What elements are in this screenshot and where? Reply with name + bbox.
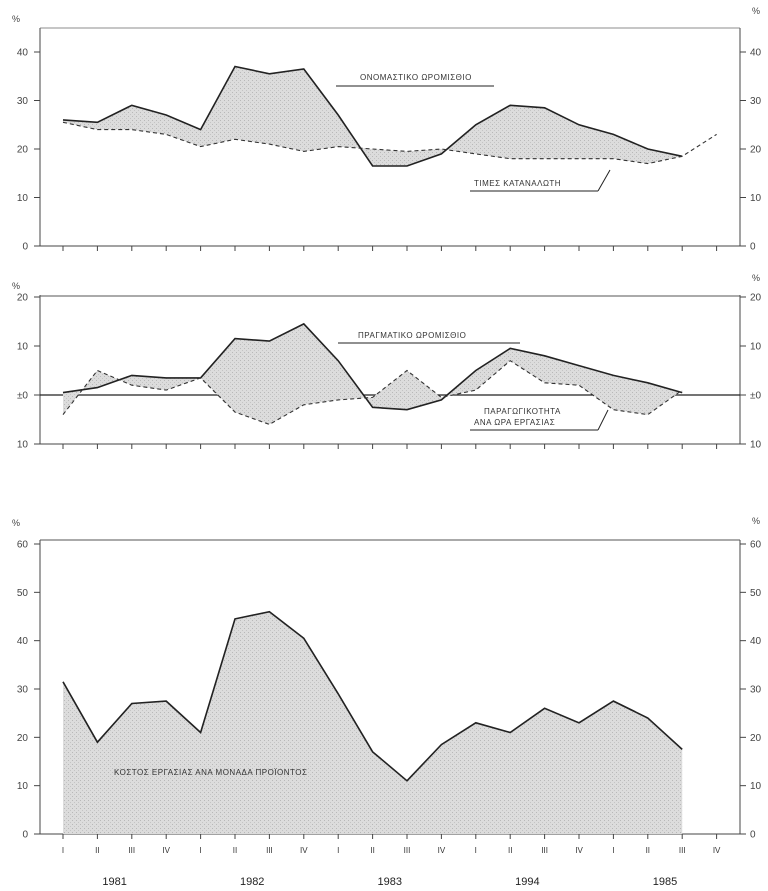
quarter-label: III [404, 846, 411, 855]
nominal-wage-vs-consumer-prices-chart: % % 0 0 10 10 20 20 30 30 40 40 ΟΝΟΜΑΣΤΙΚΟ ΩΡΟΜΙΣ… [12, 6, 762, 253]
panel3-ytick-label-right: 40 [750, 636, 762, 647]
panel2-ytick-label-right: 10 [750, 342, 762, 353]
panel3-ytick-label: 0 [22, 830, 28, 841]
quarter-label: I [62, 846, 64, 855]
annotation-consumer-prices: ΤΙΜΕΣ ΚΑΤΑΝΑΛΩΤΗ [474, 179, 561, 188]
quarter-label: II [233, 846, 237, 855]
quarter-label: III [679, 846, 686, 855]
panel3-ytick-label: 30 [17, 685, 29, 696]
quarter-label: II [370, 846, 374, 855]
panel3-area-fill [63, 611, 683, 834]
panel1-ytick-label-right: 0 [750, 242, 756, 253]
panel3-ytick-label-right: 20 [750, 733, 762, 744]
panel2-gap-fill [63, 323, 683, 425]
quarter-label: IV [438, 846, 446, 855]
panel2-right-unit: % [752, 273, 760, 283]
year-label: 1981 [102, 876, 126, 888]
quarter-label: I [475, 846, 477, 855]
panel1-ytick-label-right: 30 [750, 96, 762, 107]
series-line-nominal-hourly-wage [62, 65, 683, 167]
year-label: 1983 [378, 876, 402, 888]
panel3-right-unit: % [752, 516, 760, 526]
series-line-real-hourly-wage [62, 322, 683, 411]
panel1-ytick-label: 20 [17, 145, 29, 156]
panel2-ytick-label-right: 20 [750, 293, 762, 304]
series-line-unit-labour-cost [62, 610, 683, 782]
panel3-ytick-label-right: 30 [750, 685, 762, 696]
panel1-ytick-label: 0 [22, 242, 28, 253]
annotation-productivity-arrow [597, 409, 609, 431]
panel3-ytick-label-right: 0 [750, 830, 756, 841]
panel2-ytick-label: 20 [17, 293, 29, 304]
panel1-ytick-label-right: 10 [750, 193, 762, 204]
year-label: 1985 [653, 876, 677, 888]
panel3-ytick-label: 20 [17, 733, 29, 744]
panel2-left-unit: % [12, 281, 20, 291]
annotation-productivity-line2: ΑΝΑ ΩΡΑ ΕΡΓΑΣΙΑΣ [474, 418, 555, 427]
quarter-label: II [95, 846, 99, 855]
quarter-label: I [337, 846, 339, 855]
panel3-ytick-label-right: 10 [750, 781, 762, 792]
quarter-label: I [199, 846, 201, 855]
panel3-ytick-label: 10 [17, 781, 29, 792]
panel2-ytick-label: 10 [17, 440, 29, 451]
year-label: 1982 [240, 876, 264, 888]
panel1-left-unit: % [12, 14, 20, 24]
panel1-ytick-label-right: 40 [750, 48, 762, 59]
annotation-unit-labour-cost: ΚΟΣΤΟΣ ΕΡΓΑΣΙΑΣ ΑΝΑ ΜΟΝΑΔΑ ΠΡΟΪΟΝΤΟΣ [114, 768, 307, 777]
quarter-label: III [541, 846, 548, 855]
unit-labour-cost-chart: % % 0 0 10 10 20 20 30 30 40 40 50 50 60 60 ΚΟΣΤΟΣ ΕΡ… [12, 516, 762, 888]
year-label: 1994 [515, 876, 539, 888]
quarter-label: IV [713, 846, 721, 855]
panel2-ytick-label-right: 10 [750, 440, 762, 451]
quarter-label: III [266, 846, 273, 855]
panel3-ytick-label-right: 60 [750, 540, 762, 551]
series-line-productivity-per-hour [62, 360, 683, 426]
panel2-ytick-label: 10 [17, 342, 29, 353]
panel1-ytick-label-right: 20 [750, 145, 762, 156]
panel1-ytick-label: 40 [17, 48, 29, 59]
quarter-label: IV [575, 846, 583, 855]
quarter-label: IV [300, 846, 308, 855]
quarter-label: I [612, 846, 614, 855]
series-line-consumer-prices [62, 121, 717, 165]
quarter-label: IV [162, 846, 170, 855]
panel1-right-unit: % [752, 6, 760, 16]
quarter-label: II [508, 846, 512, 855]
real-wage-vs-productivity-chart: % % 10 10 ±0 ±0 10 10 20 20 ΠΡΑΓΜΑΤΙΚΟ ΩΡΟΜΙΣΘΙ… [12, 273, 762, 451]
quarter-label: III [128, 846, 135, 855]
panel3-ytick-label: 40 [17, 636, 29, 647]
panel3-ytick-label: 60 [17, 540, 29, 551]
quarter-label: II [646, 846, 650, 855]
annotation-productivity-line1: ΠΑΡΑΓΩΓΙΚΟΤΗΤΑ [484, 407, 561, 416]
panel1-ytick-label: 30 [17, 96, 29, 107]
annotation-nominal-hourly-wage: ΟΝΟΜΑΣΤΙΚΟ ΩΡΟΜΙΣΘΙΟ [360, 73, 472, 82]
annotation-real-hourly-wage: ΠΡΑΓΜΑΤΙΚΟ ΩΡΟΜΙΣΘΙΟ [358, 331, 466, 340]
panel3-ytick-label-right: 50 [750, 588, 762, 599]
panel1-gap-fill [63, 66, 683, 166]
panel1-ytick-label: 10 [17, 193, 29, 204]
panel2-ytick-label: ±0 [17, 391, 28, 402]
annotation-consumer-prices-arrow [597, 169, 611, 192]
panel2-ytick-label-right: ±0 [750, 391, 761, 402]
panel3-ytick-label: 50 [17, 588, 29, 599]
panel3-left-unit: % [12, 518, 20, 528]
